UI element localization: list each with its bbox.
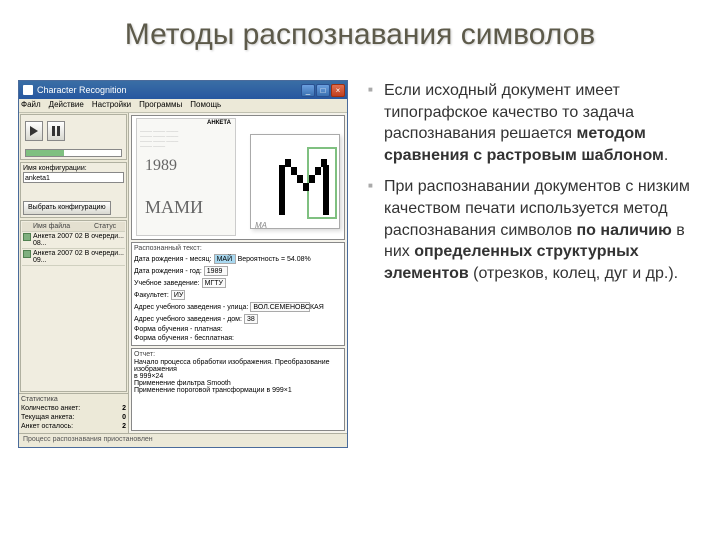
field-value[interactable]: 1989 [204, 266, 228, 276]
statusbar: Процесс распознавания приостановлен [19, 433, 347, 447]
stat-label: Количество анкет: [21, 405, 80, 412]
file-icon [23, 233, 31, 241]
handwriting-mami: МАМИ [145, 197, 203, 218]
file-status: В очереди... [85, 233, 124, 247]
field-label: Учебное заведение: [134, 280, 200, 287]
app-icon [23, 85, 33, 95]
file-row[interactable]: Анкета 2007 02 09... В очереди... [22, 249, 125, 266]
image-pane[interactable]: АНКЕТА ——— ——— —————— ——— —————— ——— ———… [131, 115, 345, 240]
window-title: Character Recognition [37, 85, 301, 95]
menu-file[interactable]: Файл [21, 100, 41, 111]
report-header: Отчет: [134, 351, 342, 359]
stats-section: Статистика Количество анкет: 2 Текущая ан… [19, 393, 128, 433]
choose-config-button[interactable]: Выбрать конфигурацию [23, 201, 111, 215]
bullet-text: . [664, 147, 668, 164]
field-value[interactable]: МАЙ [214, 254, 236, 264]
bullet-2: При распознавании документов с низким ка… [384, 176, 702, 284]
doc-title: АНКЕТА [137, 119, 235, 127]
pause-button[interactable] [47, 121, 65, 141]
col-name: Имя файла [33, 223, 92, 230]
doc-lines: ——— ——— —————— ——— —————— ——— —————— ——— [137, 127, 235, 149]
recognized-text-pane: Распознанный текст: Дата рождения - меся… [131, 242, 345, 346]
titlebar[interactable]: Character Recognition _ □ × [19, 81, 347, 99]
maximize-button[interactable]: □ [316, 84, 330, 97]
file-status: В очереди... [85, 250, 124, 264]
screenshot: Character Recognition _ □ × Файл Действи… [18, 80, 348, 448]
text-column: Если исходный документ имеет типографско… [366, 80, 702, 448]
playback-section [20, 114, 127, 160]
content-row: Character Recognition _ □ × Файл Действи… [0, 80, 720, 448]
stat-value: 2 [122, 423, 126, 430]
report-pane: Отчет: Начало процесса обработки изображ… [131, 348, 345, 431]
report-line: Применение пороговой трансформации в 999… [134, 387, 342, 394]
document-preview: АНКЕТА ——— ——— —————— ——— —————— ——— ———… [136, 118, 236, 236]
bullet-text: (отрезков, колец, дуг и др.). [469, 265, 678, 282]
close-button[interactable]: × [331, 84, 345, 97]
field-label: Адрес учебного заведения - дом: [134, 316, 242, 323]
file-name: Анкета 2007 02 09... [33, 250, 83, 264]
field-label: Форма обучения - бесплатная: [134, 335, 234, 342]
field-label: Дата рождения - год: [134, 268, 202, 275]
confidence-text: Вероятность = 54.08% [238, 256, 311, 263]
field-label: Дата рождения - месяц: [134, 256, 212, 263]
progress-fill [26, 150, 64, 156]
stat-label: Анкет осталось: [21, 423, 73, 430]
report-line: Применение фильтра Smooth [134, 380, 342, 387]
stat-value: 0 [122, 414, 126, 421]
file-list: Имя файла Статус Анкета 2007 02 08... В … [20, 220, 127, 392]
menu-action[interactable]: Действие [49, 100, 84, 111]
file-name: Анкета 2007 02 08... [33, 233, 83, 247]
config-label: Имя конфигурации: [23, 165, 124, 172]
play-button[interactable] [25, 121, 43, 141]
stat-label: Текущая анкета: [21, 414, 74, 421]
report-line: в 999×24 [134, 373, 342, 380]
slide-title: Методы распознавания символов [0, 18, 720, 52]
field-value[interactable]: ВОЛ.СЕМЕНОВСКАЯ [250, 302, 310, 312]
crop-overlay: МА [250, 134, 340, 229]
field-label: Форма обучения - платная: [134, 326, 223, 333]
bullet-1: Если исходный документ имеет типографско… [384, 80, 702, 166]
config-section: Имя конфигурации: anketa1 Выбрать конфиг… [20, 162, 127, 218]
file-icon [23, 250, 31, 258]
field-value[interactable]: ИУ [171, 290, 185, 300]
menu-settings[interactable]: Настройки [92, 100, 131, 111]
left-panel: Имя конфигурации: anketa1 Выбрать конфиг… [19, 113, 129, 433]
config-input[interactable]: anketa1 [23, 172, 124, 183]
right-panel: АНКЕТА ——— ——— —————— ——— —————— ——— ———… [129, 113, 347, 433]
field-value[interactable]: МГТУ [202, 278, 226, 288]
stat-value: 2 [122, 405, 126, 412]
field-label: Факультет: [134, 292, 169, 299]
progress-bar [25, 149, 122, 157]
bullet-bold: по наличию [577, 222, 672, 239]
file-list-header: Имя файла Статус [22, 222, 125, 232]
minimize-button[interactable]: _ [301, 84, 315, 97]
stats-header: Статистика [21, 396, 126, 404]
menu-programs[interactable]: Программы [139, 100, 182, 111]
window-buttons: _ □ × [301, 84, 345, 97]
menu-help[interactable]: Помощь [190, 100, 221, 111]
pixel-letter-m [279, 155, 329, 215]
report-line: Начало процесса обработки изображения. П… [134, 359, 342, 373]
window-body: Имя конфигурации: anketa1 Выбрать конфиг… [19, 113, 347, 433]
menubar[interactable]: Файл Действие Настройки Программы Помощь [19, 99, 347, 113]
app-window: Character Recognition _ □ × Файл Действи… [18, 80, 348, 448]
file-row[interactable]: Анкета 2007 02 08... В очереди... [22, 232, 125, 249]
recognized-header: Распознанный текст: [134, 245, 342, 253]
field-label: Адрес учебного заведения - улица: [134, 304, 248, 311]
handwriting-year: 1989 [145, 157, 177, 175]
field-value[interactable]: 38 [244, 314, 258, 324]
crop-label: МА [255, 221, 267, 230]
col-status: Статус [94, 223, 124, 230]
